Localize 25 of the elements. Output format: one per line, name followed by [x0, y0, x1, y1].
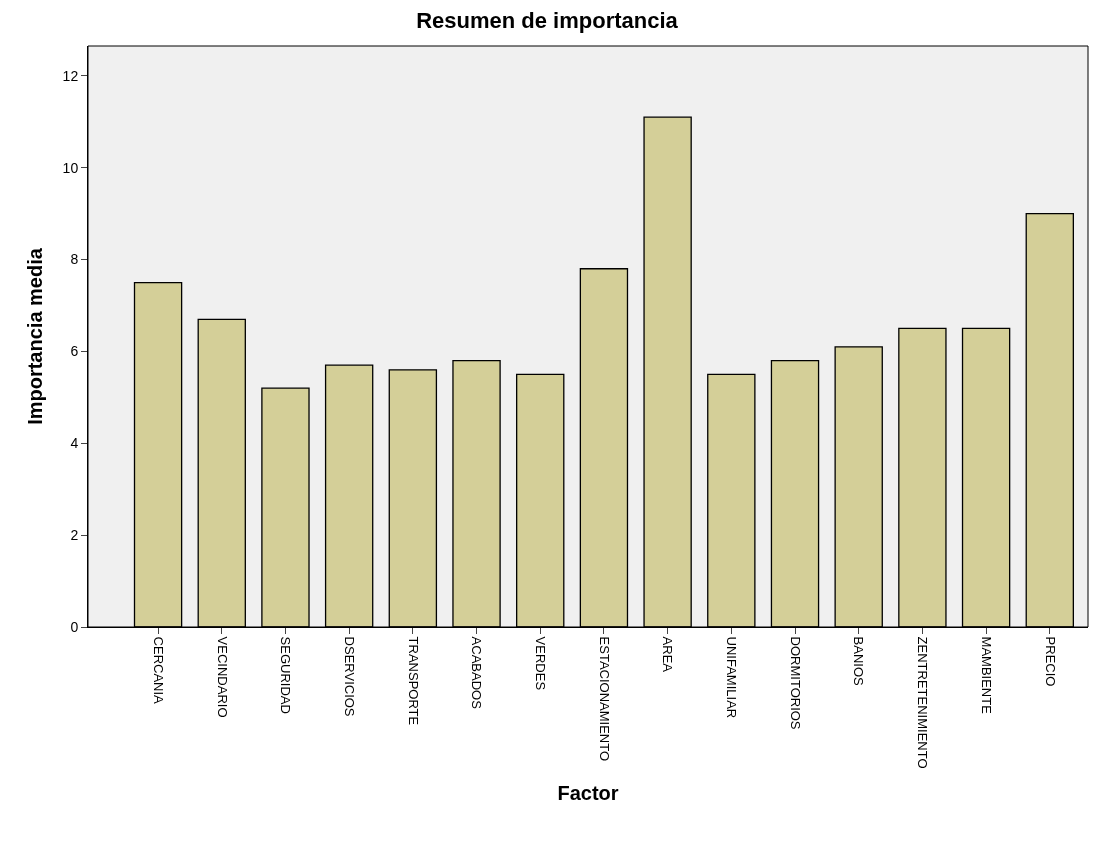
y-tick-label: 10 [62, 159, 79, 176]
y-tick-label: 4 [70, 435, 79, 452]
x-tick-label: ACABADOS [469, 636, 485, 710]
x-tick-label: MAMBIENTE [978, 636, 994, 715]
x-axis-title: Factor [557, 782, 619, 805]
x-tick-label: UNIFAMILIAR [724, 636, 740, 719]
x-tick-label: VERDES [533, 636, 549, 691]
x-tick-label: BANIOS [851, 636, 867, 687]
x-tick-label: ESTACIONAMIENTO [596, 636, 612, 762]
x-tick-label: DORMITORIOS [787, 636, 803, 730]
y-tick-label: 6 [70, 343, 79, 360]
chart-title: Resumen de importancia [416, 8, 679, 34]
x-tick-label: PRECIO [1042, 636, 1058, 687]
y-tick-label: 12 [62, 67, 79, 84]
x-tick-label: SEGURIDAD [278, 636, 294, 714]
y-tick-label: 2 [70, 527, 79, 544]
x-tick-label: ZENTRETENIMIENTO [915, 636, 931, 769]
y-tick-label: 0 [70, 618, 79, 635]
x-tick-label: AREA [660, 636, 676, 673]
x-tick-label: TRANSPORTE [405, 636, 421, 726]
x-tick-label: VECINDARIO [214, 636, 230, 718]
x-tick-label: CERCANIA [150, 636, 166, 705]
x-tick-label: DSERVICIOS [341, 636, 357, 717]
y-axis-title: Importancia media [24, 247, 47, 425]
y-tick-label: 8 [70, 251, 79, 268]
